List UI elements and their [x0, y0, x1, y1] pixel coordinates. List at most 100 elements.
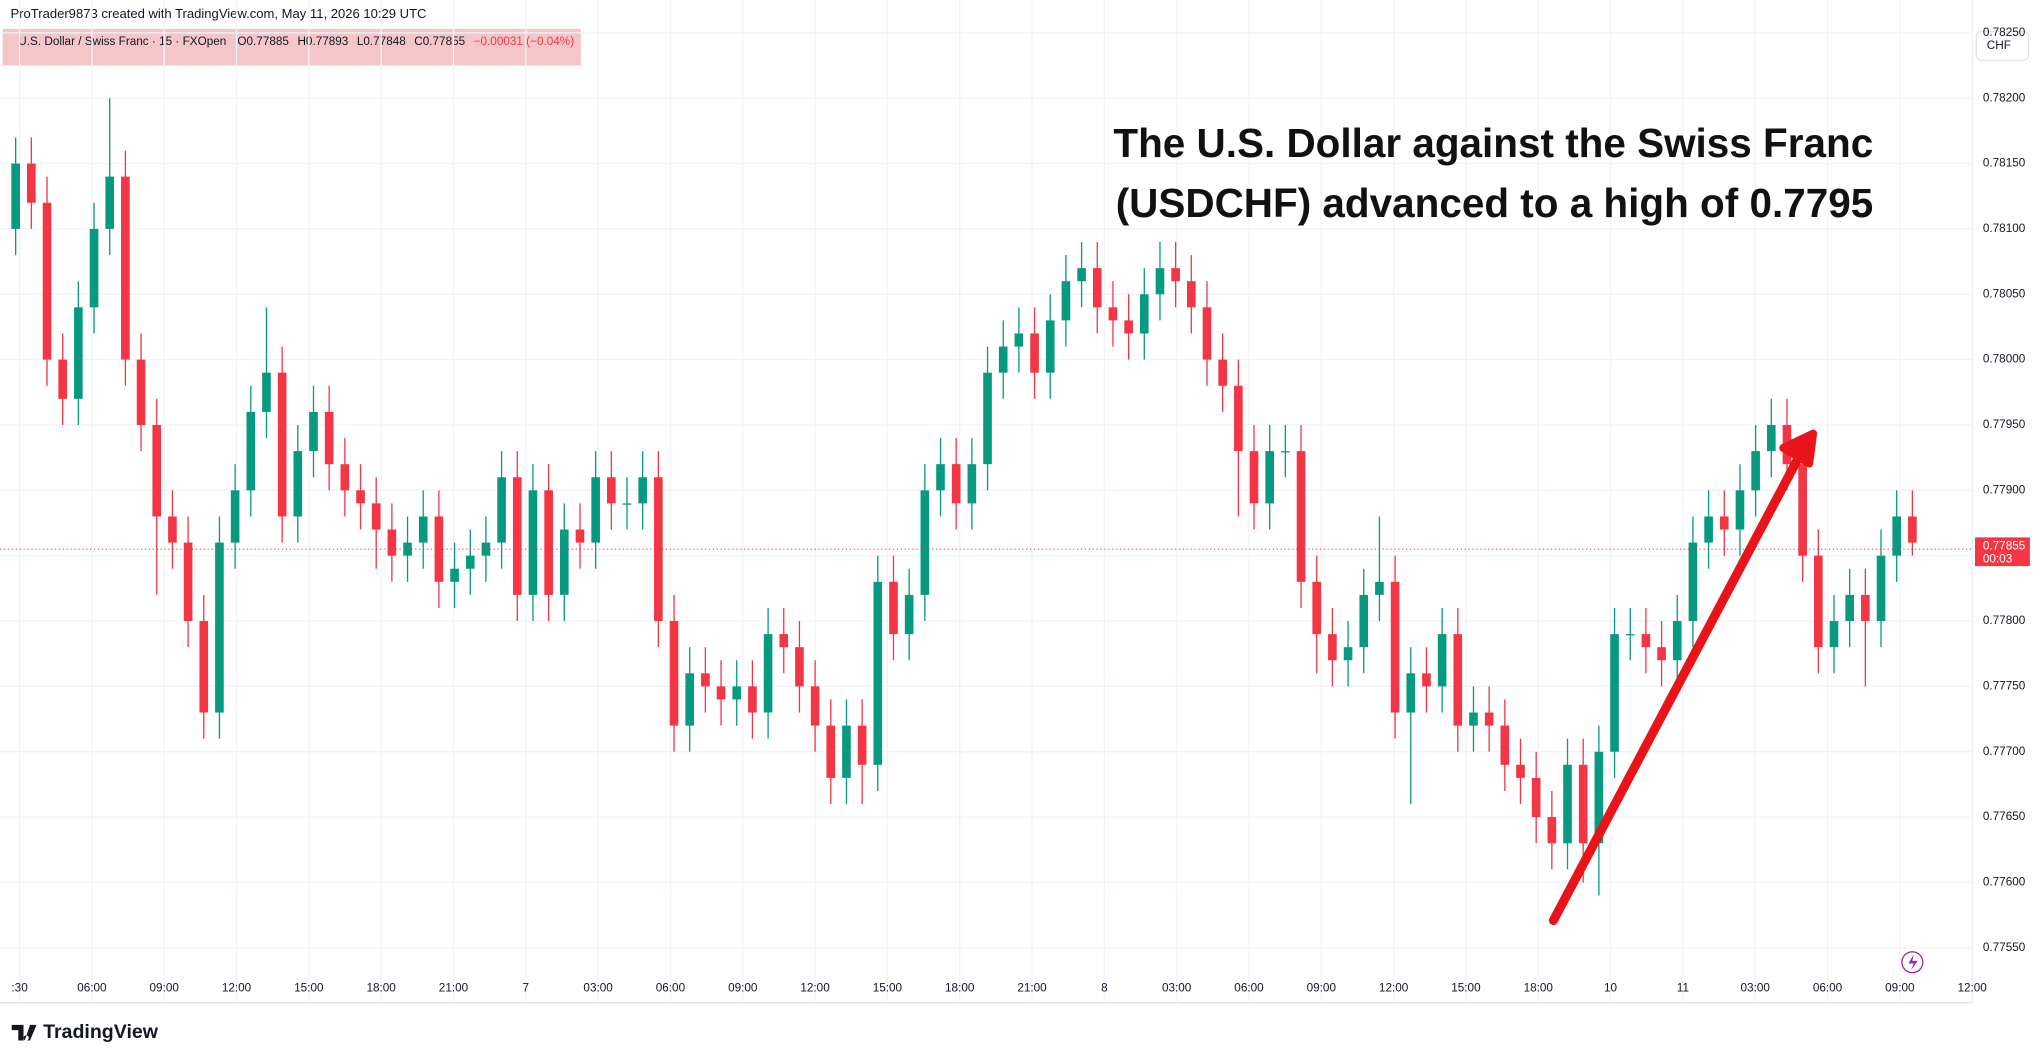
candle-body	[168, 516, 177, 543]
candle-body	[1359, 594, 1369, 648]
candle-body	[763, 634, 773, 713]
candle-body	[826, 725, 836, 778]
candle-body	[1390, 581, 1400, 713]
candle-body	[638, 477, 647, 504]
candle-body	[277, 372, 287, 517]
candle-body	[293, 451, 303, 517]
x-tick-label: :30	[11, 981, 28, 994]
candle-body	[105, 176, 115, 229]
candle-body	[74, 307, 83, 399]
candle-body	[607, 477, 616, 504]
candle-body	[89, 228, 99, 308]
y-tick-label: 0.77800	[1983, 614, 2026, 627]
x-tick-label: 09:00	[1307, 981, 1337, 994]
lightning-bolt	[1908, 954, 1918, 971]
candle-body	[591, 477, 600, 543]
candle-body	[183, 542, 193, 622]
y-tick-label: 0.77550	[1983, 941, 2026, 954]
candle-body	[1719, 516, 1729, 530]
legend-bar	[2, 28, 581, 66]
legend-high: H0.77893	[297, 35, 348, 48]
candle-body	[497, 477, 506, 543]
last-price-label: 0.77855	[1983, 540, 2026, 553]
candle-body	[1704, 516, 1713, 543]
candle-body	[1437, 634, 1447, 687]
last-price-box	[1975, 537, 2030, 567]
candle-body	[121, 176, 130, 360]
x-tick-label: 18:00	[945, 981, 975, 994]
candle-body	[701, 673, 710, 687]
x-tick-label: 03:00	[1162, 981, 1192, 994]
candle-body	[748, 686, 757, 713]
x-tick-label: 06:00	[656, 981, 686, 994]
candle-body	[1296, 451, 1306, 582]
candle-body	[387, 529, 397, 556]
candle-body	[1892, 516, 1902, 556]
candle-body	[42, 202, 52, 360]
x-tick-label: 18:00	[1524, 981, 1554, 994]
y-tick-label: 0.78150	[1983, 157, 2026, 170]
x-tick-label: 12:00	[1379, 981, 1409, 994]
candle-body	[842, 725, 851, 778]
candle-body	[732, 686, 742, 700]
candle-body	[951, 464, 961, 504]
logo: TradingView	[11, 1021, 159, 1043]
candle-body	[11, 163, 20, 229]
candle-body	[324, 411, 334, 465]
candle-body	[528, 490, 538, 595]
candle-body	[936, 464, 945, 491]
candle-body	[1531, 777, 1541, 818]
candle-body	[685, 673, 695, 726]
candle-body	[1014, 333, 1024, 347]
x-tick-label: 09:00	[1885, 981, 1915, 994]
candle-body	[1249, 451, 1259, 504]
candle-body	[1187, 281, 1196, 308]
candle-body	[512, 477, 522, 595]
candle-body	[215, 542, 224, 713]
x-tick-label: 15:00	[1451, 981, 1481, 994]
candle-body	[889, 581, 898, 635]
y-tick-label: 0.77600	[1983, 876, 2026, 889]
x-tick-label: 15:00	[873, 981, 903, 994]
candle-body	[559, 529, 569, 595]
countdown-label: 00:03	[1983, 553, 2013, 566]
candle-body	[1422, 673, 1431, 687]
candle-body	[1484, 712, 1494, 726]
y-tick-label: 0.77950	[1983, 418, 2026, 431]
x-tick-label: 11	[1677, 981, 1689, 994]
candle-body	[1845, 594, 1854, 622]
candle-body	[857, 725, 867, 765]
x-tick-label: 09:00	[150, 981, 180, 994]
legend-change: −0.00031 (−0.04%)	[474, 35, 575, 48]
x-tick-label: 09:00	[728, 981, 758, 994]
currency-button[interactable]	[1975, 30, 2030, 61]
candle-body	[1908, 516, 1917, 543]
candle-body	[1265, 451, 1275, 504]
candle-body	[1234, 385, 1243, 452]
candle-body	[1171, 268, 1180, 282]
candle-body	[904, 594, 914, 635]
candle-body	[622, 503, 632, 505]
candle-body	[1610, 634, 1619, 752]
candle-body	[450, 568, 459, 582]
candle-body	[1469, 712, 1478, 726]
x-tick-label: 03:00	[1741, 981, 1771, 994]
candle-body	[1814, 555, 1823, 648]
candle-body	[1500, 725, 1510, 765]
y-tick-label: 0.78100	[1983, 222, 2026, 235]
candle-body	[920, 490, 930, 595]
candle-body	[1766, 424, 1776, 452]
candle-body	[1751, 451, 1760, 491]
x-tick-label: 12:00	[222, 981, 252, 994]
candle-body	[1563, 764, 1572, 844]
x-tick-label: 21:00	[439, 981, 469, 994]
candle-body	[136, 359, 146, 425]
candle-body	[1625, 634, 1635, 636]
candle-body	[340, 464, 350, 491]
candle-body	[716, 686, 726, 700]
candle-body	[1030, 333, 1039, 373]
annotation-text: (USDCHF) advanced to a high of 0.7795	[1116, 180, 1874, 226]
candle-body	[1045, 320, 1055, 373]
